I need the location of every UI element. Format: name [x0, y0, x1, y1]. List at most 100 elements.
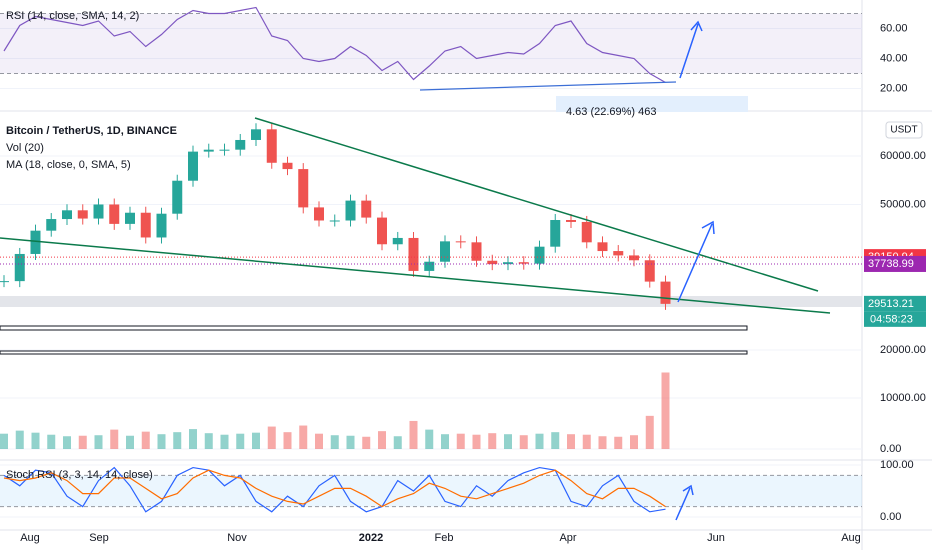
- candle: [629, 255, 639, 261]
- candle: [188, 151, 198, 181]
- y-tick-label: 0.00: [880, 443, 901, 455]
- y-tick-label: 40.00: [880, 52, 908, 64]
- candle: [219, 149, 230, 151]
- volume-bar: [283, 432, 292, 449]
- candle: [440, 241, 450, 262]
- candle: [93, 204, 104, 219]
- volume-bar: [630, 435, 638, 449]
- ma-legend: MA (18, close, 0, SMA, 5): [6, 159, 131, 171]
- candle: [471, 242, 482, 261]
- range-band: [0, 296, 862, 307]
- x-tick-label: 2022: [359, 532, 383, 544]
- volume-bar: [189, 429, 197, 449]
- candle: [534, 246, 545, 264]
- volume-bar: [472, 434, 481, 449]
- candle: [314, 207, 324, 221]
- volume-bar: [582, 434, 591, 449]
- box: [0, 350, 748, 355]
- rsi-support-line: [419, 81, 677, 91]
- volume-bar: [456, 433, 465, 449]
- x-tick-label: Feb: [435, 532, 454, 544]
- candle: [392, 237, 403, 245]
- volume-bar: [94, 435, 103, 449]
- x-tick-label: Sep: [89, 532, 109, 544]
- y-tick-label: 20000.00: [880, 344, 926, 356]
- rsi-legend: RSI (14, close, SMA, 14, 2): [6, 10, 139, 22]
- x-tick-label: Aug: [841, 532, 861, 544]
- volume-bar: [126, 435, 134, 449]
- volume-bar: [173, 432, 182, 449]
- candle: [424, 261, 435, 271]
- y-tick-label: 100.00: [880, 459, 914, 471]
- tooltip: [556, 96, 748, 112]
- volume-bar: [504, 434, 512, 449]
- candle: [581, 221, 592, 243]
- candle: [109, 204, 120, 224]
- candle: [613, 251, 624, 256]
- price-label: 37738.99: [868, 258, 914, 270]
- stoch-legend: Stoch RSI (3, 3, 14, 14, close): [6, 469, 153, 481]
- arrow: [675, 484, 694, 521]
- volume-bar: [236, 433, 245, 449]
- volume-bar: [551, 432, 560, 449]
- y-tick-label: 0.00: [880, 511, 901, 523]
- volume-bar: [425, 429, 434, 449]
- price-label: 29513.21: [868, 298, 914, 310]
- candle: [329, 220, 340, 222]
- candle: [298, 169, 309, 208]
- volume-bar: [519, 435, 528, 449]
- candle: [566, 220, 576, 222]
- line: [3, 469, 666, 508]
- vol-legend: Vol (20): [6, 142, 44, 154]
- currency-button[interactable]: [885, 121, 923, 139]
- candle: [503, 262, 513, 265]
- volume-bar: [378, 431, 386, 449]
- candle: [30, 230, 41, 254]
- tooltip-text: 4.63 (22.69%) 463: [566, 106, 657, 118]
- candle: [46, 219, 57, 231]
- volume-bar: [204, 433, 213, 449]
- volume-bar: [330, 435, 339, 449]
- candle: [0, 281, 9, 283]
- volume-bar: [661, 372, 670, 449]
- candle: [487, 260, 498, 265]
- candle: [455, 241, 466, 243]
- candle: [125, 212, 135, 224]
- candle: [644, 260, 655, 282]
- volume-bar: [78, 435, 87, 449]
- line: [3, 6, 666, 84]
- volume-bar: [31, 432, 40, 449]
- candle: [203, 149, 214, 152]
- candle: [14, 253, 25, 282]
- volume-bar: [315, 433, 323, 449]
- candle: [140, 212, 151, 238]
- volume-bar: [441, 434, 449, 449]
- trendline: [254, 117, 819, 292]
- y-tick-label: 60.00: [880, 22, 908, 34]
- x-tick-label: Aug: [20, 532, 40, 544]
- arrow: [679, 20, 703, 79]
- candle: [345, 200, 356, 221]
- candle: [361, 200, 372, 218]
- countdown-box: [864, 311, 926, 327]
- candle: [62, 210, 72, 220]
- volume-bar: [488, 433, 497, 449]
- x-tick-label: Apr: [559, 532, 576, 544]
- candle: [235, 139, 246, 150]
- volume-bar: [47, 434, 56, 449]
- currency[interactable]: USDT: [890, 125, 917, 136]
- volume-bar: [0, 433, 8, 449]
- volume-bar: [252, 432, 260, 449]
- candle: [172, 180, 183, 214]
- y-tick-label: 50000.00: [880, 198, 926, 210]
- volume-bar: [346, 435, 355, 449]
- volume-bar: [267, 426, 276, 449]
- band-fill: [0, 13, 862, 74]
- candle: [251, 129, 261, 140]
- volume-bar: [15, 430, 24, 449]
- volume-bar: [614, 436, 623, 449]
- volume-bar: [598, 436, 607, 449]
- candle: [597, 242, 608, 252]
